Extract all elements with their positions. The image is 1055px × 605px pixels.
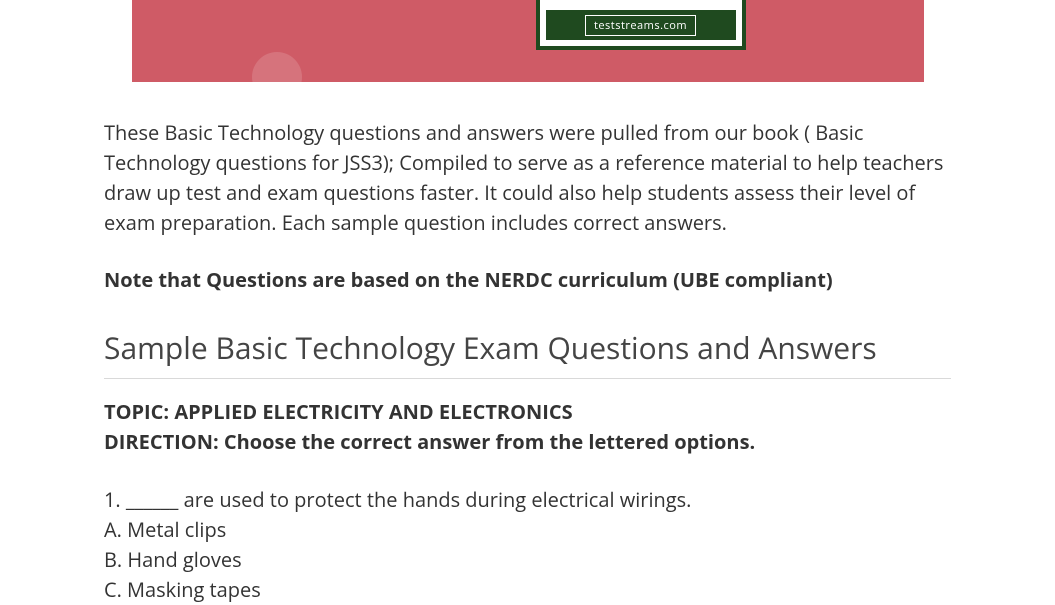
document-page: teststreams.com These Basic Technology q…: [0, 0, 1055, 605]
question-prompt: 1. ______ are used to protect the hands …: [104, 485, 951, 515]
banner-card-footer: teststreams.com: [546, 10, 736, 40]
section-heading: Sample Basic Technology Exam Questions a…: [104, 327, 951, 379]
intro-paragraph: These Basic Technology questions and ans…: [104, 118, 951, 238]
curriculum-note: Note that Questions are based on the NER…: [104, 266, 951, 293]
banner-card: teststreams.com: [536, 0, 746, 50]
option-b: B. Hand gloves: [104, 545, 951, 575]
decorative-circle: [252, 52, 302, 82]
hero-banner: teststreams.com: [132, 0, 924, 82]
direction-label: DIRECTION: Choose the correct answer fro…: [104, 427, 951, 457]
topic-label: TOPIC: APPLIED ELECTRICITY AND ELECTRONI…: [104, 397, 951, 427]
option-a: A. Metal clips: [104, 515, 951, 545]
option-c: C. Masking tapes: [104, 575, 951, 605]
banner-source-tag: teststreams.com: [585, 15, 696, 36]
